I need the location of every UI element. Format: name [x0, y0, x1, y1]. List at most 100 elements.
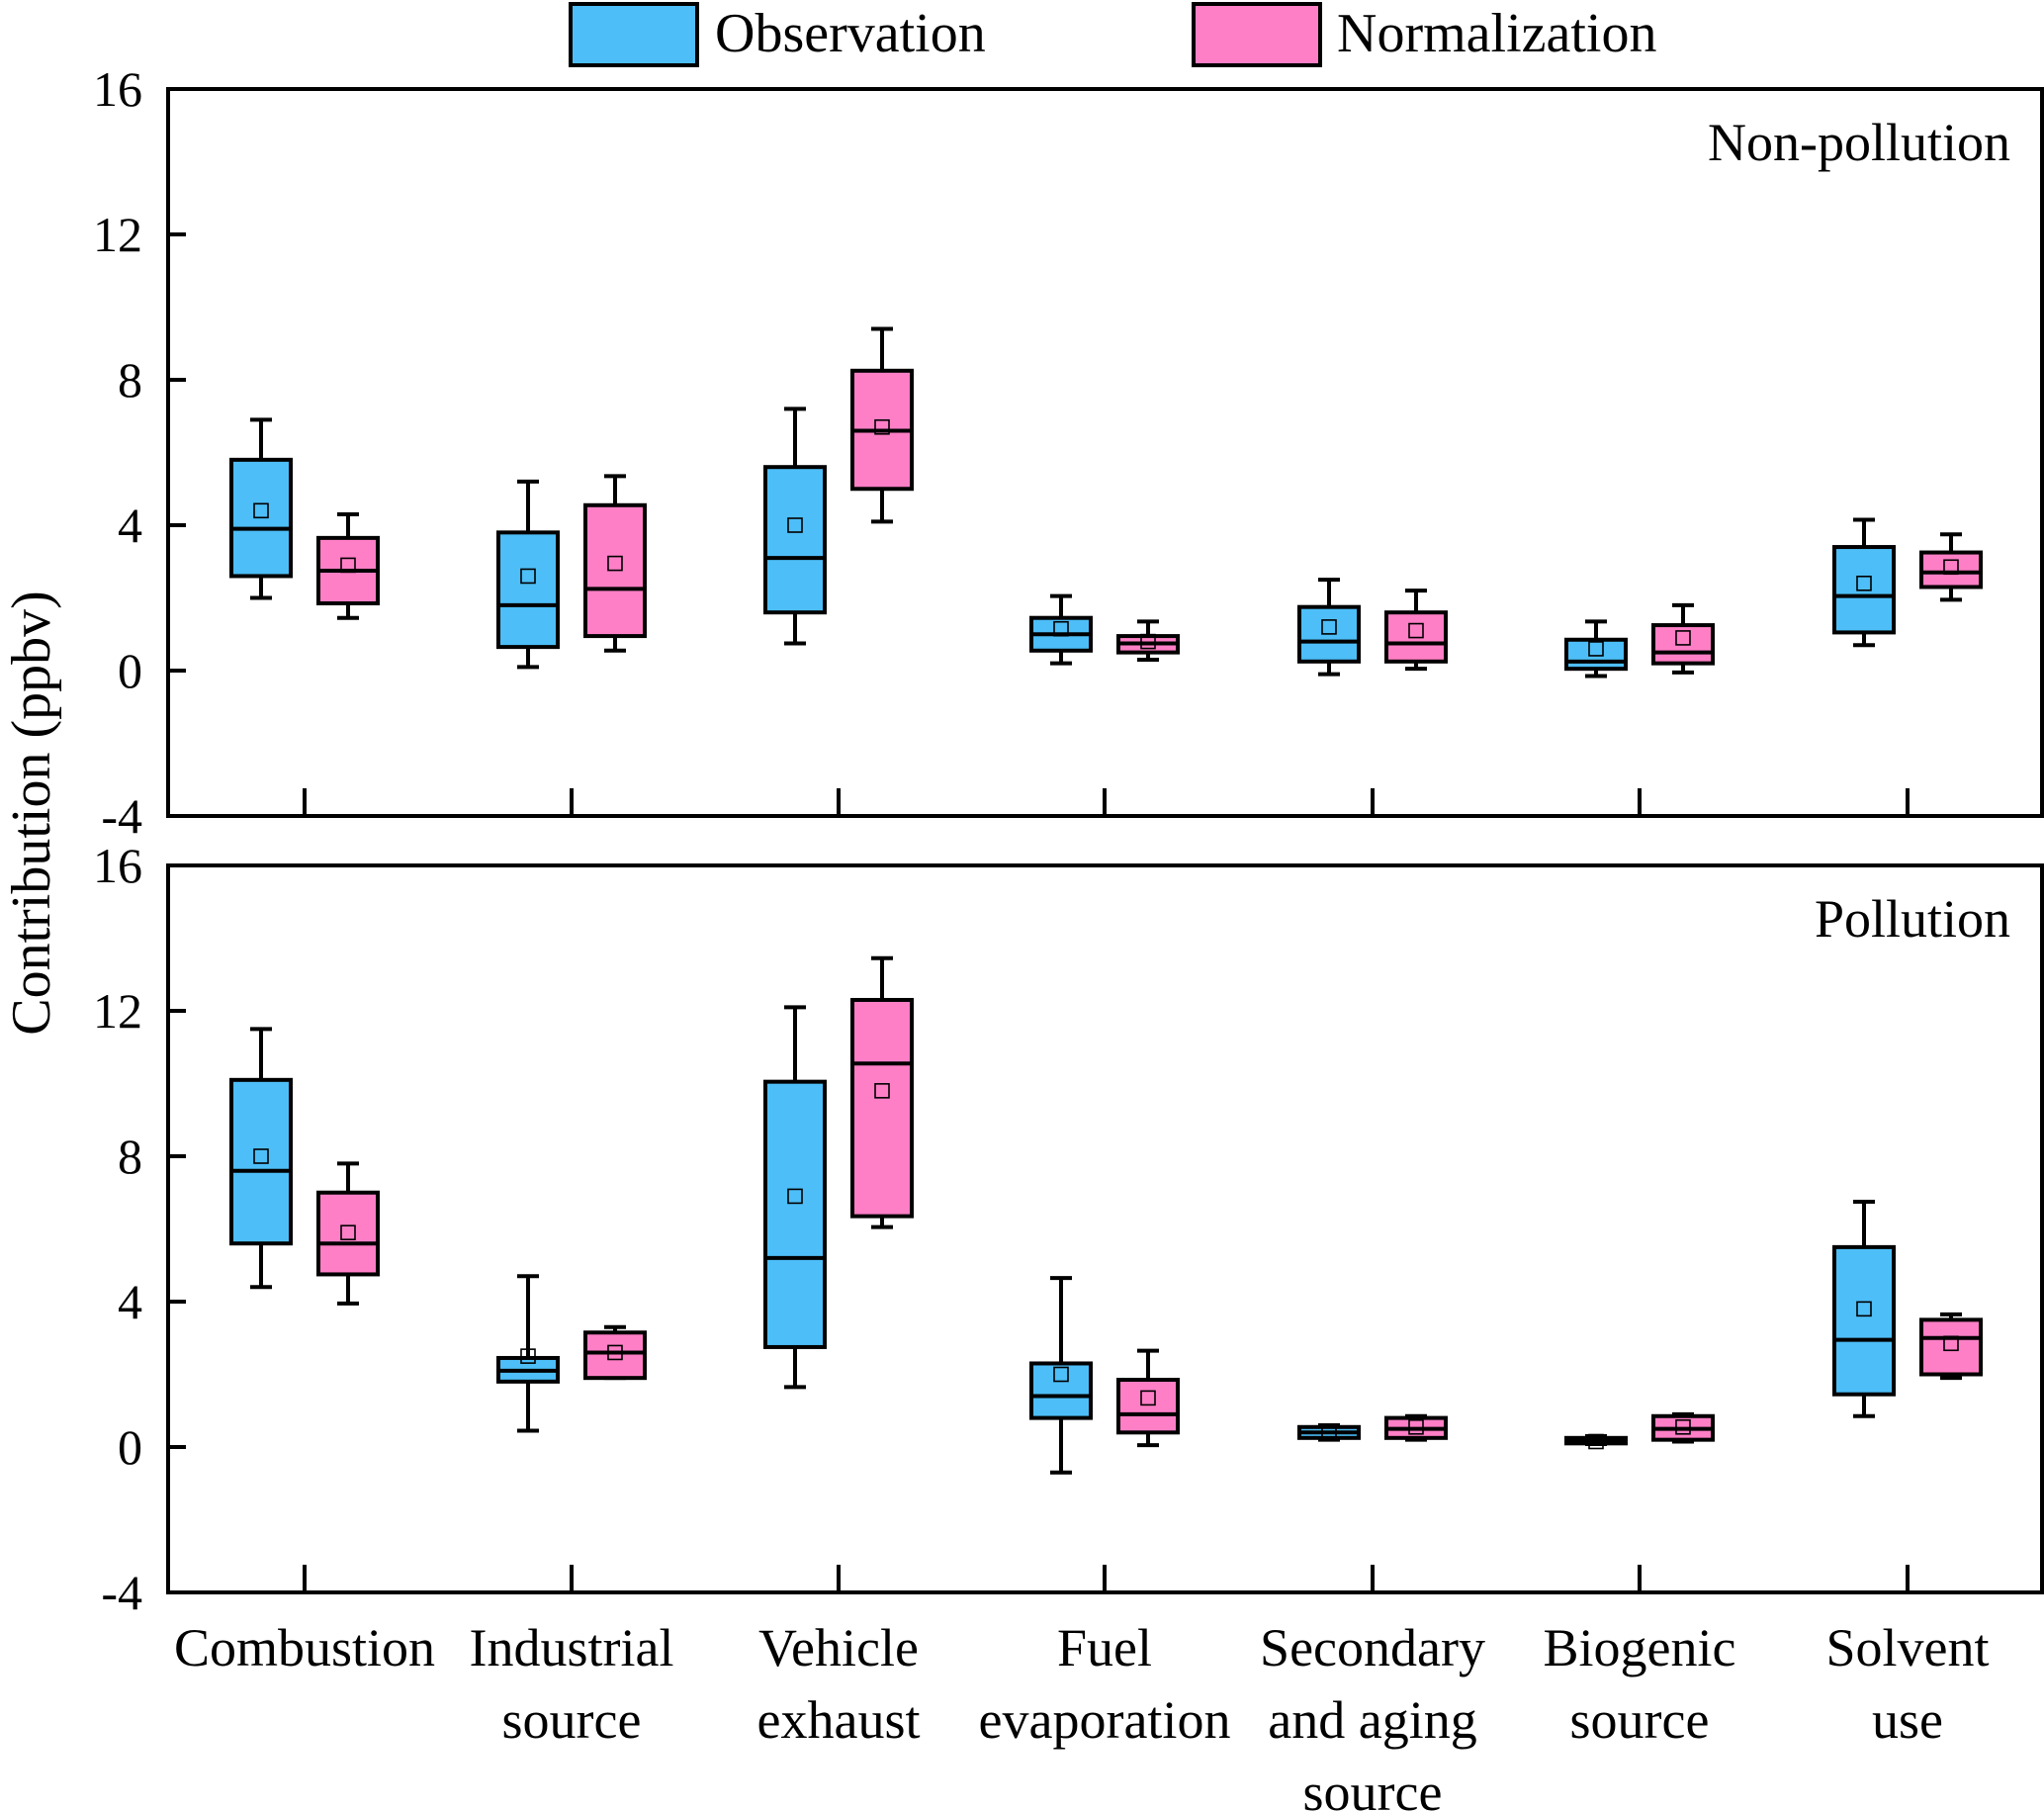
x-category-label: Vehicle — [758, 1618, 919, 1677]
box-iqr — [229, 457, 293, 579]
mean-marker — [1943, 1335, 1959, 1352]
mean-marker — [787, 517, 803, 533]
x-category-label: Solvent — [1825, 1618, 1989, 1677]
x-category-label: and aging — [1268, 1690, 1476, 1750]
box-iqr — [763, 465, 827, 615]
y-tick-label: 8 — [118, 1129, 142, 1184]
legend-swatch — [569, 2, 699, 67]
box-normalization — [850, 326, 914, 524]
mean-marker — [1856, 1301, 1872, 1317]
mean-marker — [1053, 620, 1069, 637]
y-tick-label: 0 — [118, 643, 142, 698]
mean-marker — [1053, 1366, 1069, 1383]
box-normalization — [1919, 1312, 1983, 1381]
mean-marker — [787, 1188, 803, 1205]
mean-marker — [1943, 559, 1959, 576]
x-category-label: Biogenic — [1544, 1618, 1736, 1677]
box-normalization — [583, 1324, 647, 1381]
y-tick-label: 16 — [93, 61, 142, 117]
panel-label: Pollution — [1815, 889, 2010, 949]
box-observation — [1297, 1422, 1361, 1442]
y-tick-label: 12 — [93, 207, 142, 262]
mean-marker — [1408, 622, 1424, 639]
legend-label: Normalization — [1337, 3, 1656, 64]
x-category-label: evaporation — [979, 1690, 1231, 1750]
y-tick-label: 16 — [93, 838, 142, 893]
box-iqr — [229, 1077, 293, 1246]
box-observation — [1029, 1276, 1093, 1475]
plot-frame — [166, 863, 2044, 1594]
x-category-label: Fuel — [1057, 1618, 1152, 1677]
mean-marker — [607, 555, 623, 572]
mean-marker — [1140, 1390, 1156, 1406]
box-normalization — [316, 511, 380, 620]
y-tick-label: 4 — [118, 1274, 142, 1329]
x-category-label: Secondary — [1260, 1618, 1485, 1677]
box-iqr — [1919, 550, 1983, 589]
y-tick-label: -4 — [101, 1565, 142, 1620]
y-tick-label: -4 — [101, 788, 142, 844]
y-axis-label: Contribution (ppbv) — [1, 590, 62, 1036]
mean-marker — [1856, 575, 1872, 591]
x-category-label: exhaust — [757, 1690, 921, 1750]
legend: Observation Normalization — [569, 2, 1656, 67]
box-observation — [229, 417, 293, 600]
box-normalization — [1116, 1348, 1180, 1448]
box-normalization — [850, 955, 914, 1229]
panel-1: -4 0 4 8 12 16 Non-pollution — [93, 61, 2044, 844]
mean-marker — [874, 418, 890, 435]
mean-marker — [1675, 630, 1691, 646]
mean-marker — [340, 1224, 356, 1240]
mean-marker — [874, 1083, 890, 1099]
x-category-label: use — [1872, 1690, 1943, 1750]
box-iqr — [1832, 1244, 1896, 1397]
box-iqr — [1029, 1361, 1093, 1420]
x-category-label: source — [1303, 1763, 1443, 1812]
box-normalization — [1651, 1411, 1715, 1444]
legend-label: Observation — [715, 3, 986, 64]
panels: -4 0 4 8 12 16 Non-pollution -4 0 4 8 12 16 Pollution — [93, 61, 2044, 1620]
box-observation — [1029, 593, 1093, 666]
legend-item-observation: Observation — [569, 2, 986, 67]
mean-marker — [253, 502, 269, 519]
legend-item-normalization: Normalization — [1192, 2, 1656, 67]
mean-marker — [520, 1348, 536, 1364]
mean-marker — [340, 557, 356, 574]
mean-marker — [1588, 641, 1604, 657]
box-iqr — [1919, 1317, 1983, 1377]
box-iqr — [850, 997, 914, 1219]
mean-marker — [253, 1148, 269, 1164]
box-observation — [1832, 1199, 1896, 1418]
x-category-label: Industrial — [470, 1618, 674, 1677]
y-tick-label: 0 — [118, 1419, 142, 1475]
box-observation — [763, 407, 827, 646]
y-tick-label: 8 — [118, 352, 142, 408]
box-iqr — [1116, 1378, 1180, 1435]
mean-marker — [1588, 1433, 1604, 1450]
box-observation — [1832, 517, 1896, 648]
box-observation — [763, 1005, 827, 1390]
box-observation — [496, 479, 560, 670]
mean-marker — [1408, 1418, 1424, 1435]
y-tick-label: 12 — [93, 983, 142, 1039]
mean-marker — [1140, 633, 1156, 650]
x-category-label: Combustion — [174, 1618, 435, 1677]
box-iqr — [1564, 637, 1628, 672]
box-normalization — [583, 474, 647, 653]
box-iqr — [496, 530, 560, 650]
legend-swatch — [1192, 2, 1322, 67]
y-tick-label: 4 — [118, 498, 142, 553]
mean-marker — [520, 568, 536, 585]
panel-label: Non-pollution — [1708, 113, 2010, 172]
mean-marker — [607, 1344, 623, 1361]
x-category-label: source — [502, 1690, 642, 1750]
box-normalization — [1384, 589, 1448, 672]
box-normalization — [1384, 1413, 1448, 1442]
plot-frame — [166, 87, 2044, 818]
panel-2: -4 0 4 8 12 16 Pollution — [93, 838, 2044, 1620]
box-iqr — [583, 1330, 647, 1381]
box-normalization — [1651, 602, 1715, 675]
box-normalization — [1116, 619, 1180, 662]
mean-marker — [1321, 619, 1337, 635]
